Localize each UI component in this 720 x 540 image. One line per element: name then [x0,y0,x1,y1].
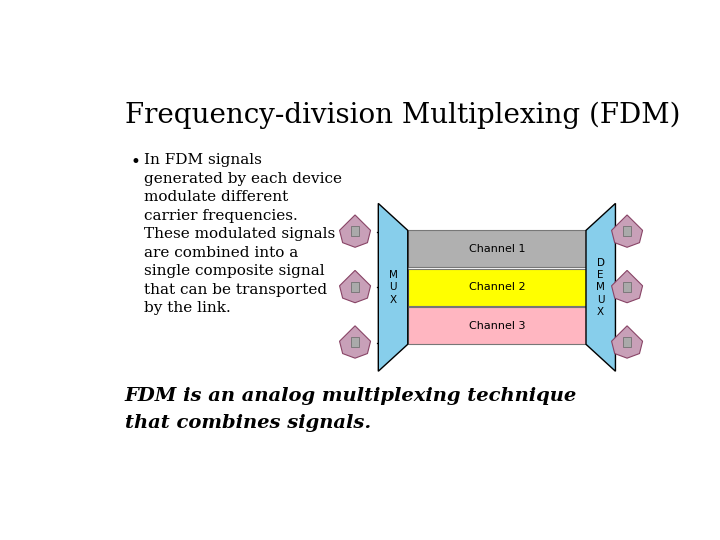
Text: Frequency-division Multiplexing (FDM): Frequency-division Multiplexing (FDM) [125,102,680,129]
Text: Channel 3: Channel 3 [469,321,525,331]
Bar [351,281,359,292]
Polygon shape [340,215,371,247]
Bar [623,337,631,347]
Text: These modulated signals: These modulated signals [144,227,336,241]
Bar [623,226,631,236]
Text: generated by each device: generated by each device [144,172,342,186]
Bar [408,231,586,267]
Bar [351,337,359,347]
Text: D
E
M
U
X: D E M U X [596,258,606,317]
Text: by the link.: by the link. [144,301,231,315]
Text: Channel 2: Channel 2 [469,282,525,292]
Polygon shape [340,326,371,358]
Polygon shape [611,271,642,303]
Text: that combines signals.: that combines signals. [125,414,371,433]
Text: modulate different: modulate different [144,190,289,204]
Text: FDM is an analog multiplexing technique: FDM is an analog multiplexing technique [125,387,577,404]
Polygon shape [378,204,408,372]
Text: In FDM signals: In FDM signals [144,153,262,167]
Text: carrier frequencies.: carrier frequencies. [144,209,298,223]
Bar [351,226,359,236]
Text: that can be transported: that can be transported [144,283,328,296]
Text: are combined into a: are combined into a [144,246,299,260]
Polygon shape [340,271,371,303]
Polygon shape [586,204,616,372]
Text: Channel 1: Channel 1 [469,244,525,254]
Bar [408,307,586,345]
Text: M
U
X: M U X [389,270,397,305]
Text: single composite signal: single composite signal [144,264,325,278]
Bar [623,281,631,292]
Bar [408,269,586,306]
Text: •: • [130,153,140,171]
Polygon shape [611,215,642,247]
Polygon shape [611,326,642,358]
